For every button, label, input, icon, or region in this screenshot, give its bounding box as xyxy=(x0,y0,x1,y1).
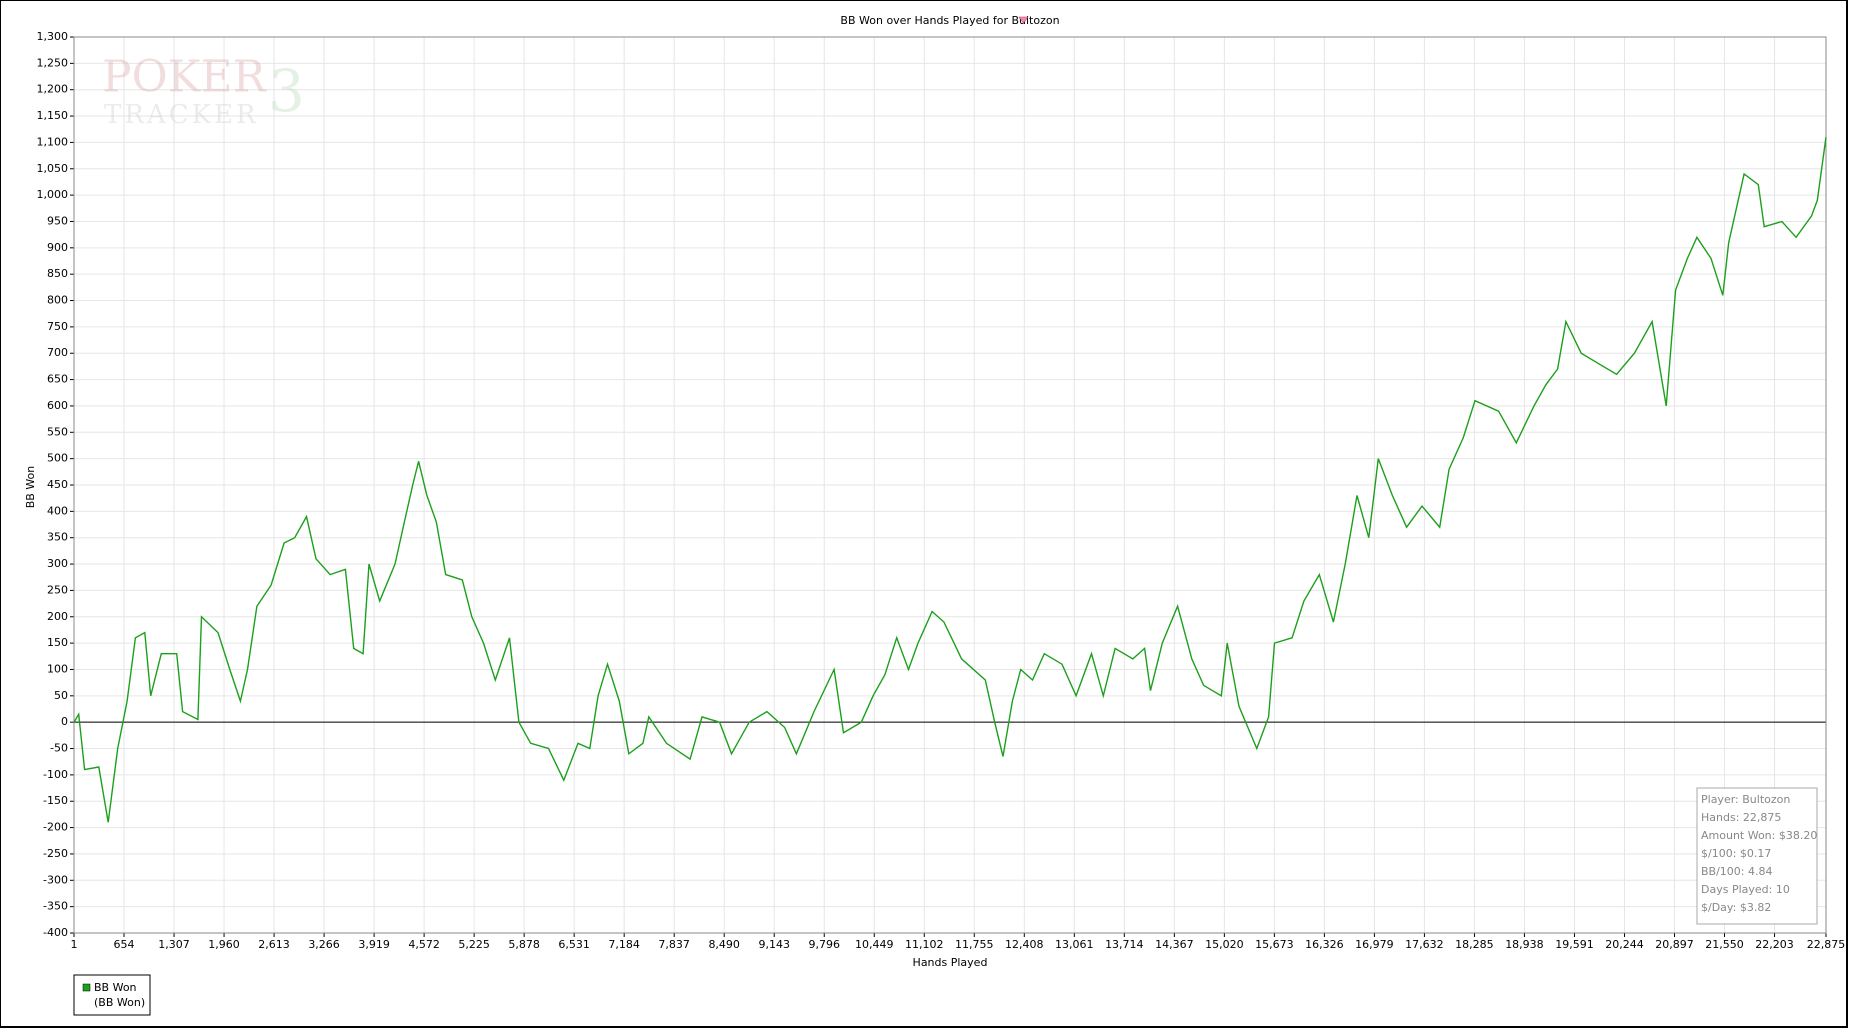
stats-line: $/100: $0.17 xyxy=(1701,847,1771,860)
y-tick-label: 1,150 xyxy=(37,109,69,122)
y-tick-label: -300 xyxy=(43,873,68,886)
x-tick-label: 3,266 xyxy=(308,938,340,951)
y-tick-label: 600 xyxy=(47,399,68,412)
x-tick-label: 16,326 xyxy=(1305,938,1344,951)
stats-line: Player: Bultozon xyxy=(1701,793,1790,806)
x-tick-label: 11,755 xyxy=(955,938,994,951)
watermark-text: TRACKER xyxy=(104,100,259,130)
legend-sublabel: (BB Won) xyxy=(94,996,145,1009)
y-tick-label: 350 xyxy=(47,531,68,544)
watermark-text: POKER xyxy=(102,52,268,103)
stats-line: Hands: 22,875 xyxy=(1701,811,1781,824)
y-tick-label: -150 xyxy=(43,794,68,807)
stats-box xyxy=(1696,787,1818,925)
y-tick-label: 0 xyxy=(61,715,68,728)
y-tick-label: 1,200 xyxy=(37,83,69,96)
y-tick-label: 750 xyxy=(47,320,68,333)
watermark-text: 3 xyxy=(268,57,305,125)
y-tick-label: 950 xyxy=(47,214,68,227)
y-tick-label: 1,300 xyxy=(37,30,69,43)
x-tick-label: 15,020 xyxy=(1205,938,1244,951)
x-tick-label: 18,285 xyxy=(1455,938,1494,951)
chart-title: BB Won over Hands Played for Bultozon xyxy=(840,14,1059,27)
y-tick-label: 1,050 xyxy=(37,162,69,175)
x-tick-label: 22,203 xyxy=(1755,938,1794,951)
x-tick-label: 5,225 xyxy=(458,938,490,951)
plot-border xyxy=(73,36,1827,934)
y-tick-label: 650 xyxy=(47,373,68,386)
y-tick-label: 250 xyxy=(47,583,68,596)
x-tick-label: 15,673 xyxy=(1255,938,1294,951)
legend-box xyxy=(73,974,151,1016)
x-tick-label: 13,061 xyxy=(1055,938,1094,951)
x-tick-label: 20,244 xyxy=(1605,938,1644,951)
x-tick-label: 4,572 xyxy=(408,938,440,951)
y-tick-label: 700 xyxy=(47,346,68,359)
y-tick-label: 850 xyxy=(47,267,68,280)
y-tick-label: 450 xyxy=(47,478,68,491)
x-tick-label: 1,960 xyxy=(208,938,240,951)
x-axis-label: Hands Played xyxy=(913,956,988,969)
y-tick-label: 100 xyxy=(47,662,68,675)
x-tick-label: 2,613 xyxy=(258,938,290,951)
x-tick-label: 21,550 xyxy=(1705,938,1744,951)
y-tick-label: 500 xyxy=(47,452,68,465)
y-tick-label: 550 xyxy=(47,425,68,438)
y-axis-label: BB Won xyxy=(24,466,37,509)
y-tick-label: 200 xyxy=(47,610,68,623)
y-tick-label: 900 xyxy=(47,241,68,254)
y-tick-label: -50 xyxy=(50,742,68,755)
x-tick-label: 17,632 xyxy=(1405,938,1444,951)
stats-line: Days Played: 10 xyxy=(1701,883,1790,896)
legend-label: BB Won xyxy=(94,981,137,994)
y-tick-label: 150 xyxy=(47,636,68,649)
y-tick-label: 800 xyxy=(47,294,68,307)
x-tick-label: 11,102 xyxy=(905,938,944,951)
stats-line: BB/100: 4.84 xyxy=(1701,865,1773,878)
y-tick-label: -350 xyxy=(43,900,68,913)
x-tick-label: 13,714 xyxy=(1105,938,1144,951)
y-tick-label: -250 xyxy=(43,847,68,860)
stats-line: Amount Won: $38.20 xyxy=(1701,829,1817,842)
x-tick-label: 20,897 xyxy=(1655,938,1694,951)
y-tick-label: -100 xyxy=(43,768,68,781)
y-tick-label: 1,100 xyxy=(37,135,69,148)
x-tick-label: 1,307 xyxy=(158,938,190,951)
watermark: POKER 3 TRACKER xyxy=(102,52,305,131)
x-tick-label: 6,531 xyxy=(558,938,590,951)
y-tick-label: 300 xyxy=(47,557,68,570)
x-tick-label: 654 xyxy=(114,938,135,951)
y-tick-label: 50 xyxy=(54,689,68,702)
x-tick-label: 16,979 xyxy=(1355,938,1394,951)
y-tick-label: -200 xyxy=(43,821,68,834)
y-tick-label: -400 xyxy=(43,926,68,939)
x-tick-label: 3,919 xyxy=(358,938,390,951)
x-tick-label: 7,837 xyxy=(658,938,690,951)
x-tick-label: 22,875 xyxy=(1807,938,1846,951)
data-line xyxy=(73,137,1827,823)
x-tick-label: 9,143 xyxy=(758,938,790,951)
x-tick-label: 18,938 xyxy=(1505,938,1544,951)
x-tick-label: 1 xyxy=(71,938,78,951)
y-tick-label: 1,000 xyxy=(37,188,69,201)
x-tick-label: 5,878 xyxy=(508,938,540,951)
y-tick-label: 1,250 xyxy=(37,56,69,69)
x-tick-label: 10,449 xyxy=(855,938,894,951)
legend-swatch xyxy=(82,983,91,992)
title-icon xyxy=(1018,16,1029,24)
x-tick-label: 9,796 xyxy=(808,938,840,951)
x-tick-label: 12,408 xyxy=(1005,938,1044,951)
x-tick-label: 14,367 xyxy=(1155,938,1194,951)
x-tick-label: 8,490 xyxy=(708,938,740,951)
x-tick-label: 19,591 xyxy=(1555,938,1594,951)
stats-line: $/Day: $3.82 xyxy=(1701,901,1771,914)
x-tick-label: 7,184 xyxy=(608,938,640,951)
y-tick-label: 400 xyxy=(47,504,68,517)
